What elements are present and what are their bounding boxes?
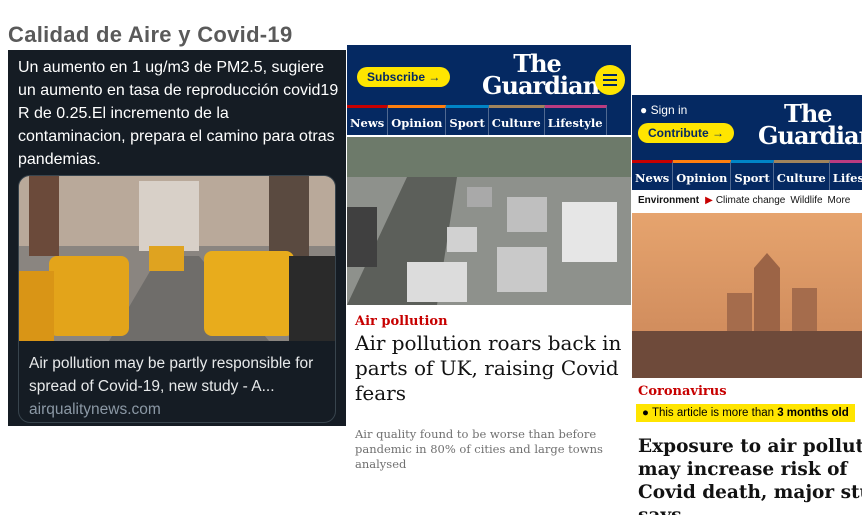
sub-nav-item[interactable]: Climate change xyxy=(716,195,785,206)
card-title: Air pollution may be partly responsible … xyxy=(29,352,325,398)
link-card[interactable]: Air pollution may be partly responsible … xyxy=(18,175,336,423)
subscribe-button[interactable]: Subscribe → xyxy=(357,67,450,87)
headline[interactable]: Air pollution roars back in parts of UK,… xyxy=(355,331,627,406)
nav-item[interactable]: News xyxy=(632,160,673,190)
kicker: Air pollution xyxy=(355,314,448,329)
sub-nav-item[interactable]: More xyxy=(828,195,851,206)
logo-bottom: Guardian xyxy=(758,125,862,147)
menu-button[interactable] xyxy=(595,65,625,95)
article-image xyxy=(347,137,631,305)
sub-nav: Environment ▶Climate change Wildlife More xyxy=(638,195,855,206)
collage: Calidad de Aire y Covid-19 Un aumento en… xyxy=(0,0,862,519)
sub-nav-item[interactable]: Environment xyxy=(638,195,699,206)
arrow: ▶ xyxy=(705,195,713,206)
nav-item[interactable]: Lifestyle xyxy=(830,160,862,190)
nav-item[interactable]: Culture xyxy=(774,160,830,190)
standfirst: Air quality found to be worse than befor… xyxy=(355,427,605,472)
tweet: Un aumento en 1 ug/m3 de PM2.5, sugiere … xyxy=(8,50,346,426)
guardian-header: Subscribe → The Guardian xyxy=(347,45,631,105)
contribute-label: Contribute xyxy=(648,126,709,140)
nav-item[interactable]: Sport xyxy=(446,105,488,135)
guardian-logo: The Guardian xyxy=(482,53,592,97)
age-notice: ● This article is more than 3 months old xyxy=(636,404,855,422)
card-image xyxy=(19,176,335,341)
article-image xyxy=(632,213,862,378)
guardian-logo: The Guardian xyxy=(758,103,862,147)
card-domain: airqualitynews.com xyxy=(29,401,161,419)
contribute-button[interactable]: Contribute → xyxy=(638,123,734,143)
tweet-text: Un aumento en 1 ug/m3 de PM2.5, sugiere … xyxy=(18,56,340,171)
subscribe-label: Subscribe xyxy=(367,70,425,84)
kicker: Coronavirus xyxy=(638,384,727,399)
nav-item[interactable]: Opinion xyxy=(388,105,446,135)
nav-item[interactable]: Sport xyxy=(731,160,773,190)
guardian-header: ● Sign in Contribute → The Guardian xyxy=(632,95,862,160)
sign-in[interactable]: ● Sign in xyxy=(640,103,687,117)
sign-in-label: Sign in xyxy=(651,103,688,117)
nav-item[interactable]: Culture xyxy=(489,105,545,135)
nav-item[interactable]: News xyxy=(347,105,388,135)
notice-text: This article is more than xyxy=(652,407,774,419)
logo-bottom: Guardian xyxy=(482,75,592,97)
collage-title: Calidad de Aire y Covid-19 xyxy=(8,22,293,48)
guardian-article-2: ● Sign in Contribute → The Guardian News… xyxy=(632,95,862,515)
nav-item[interactable]: Opinion xyxy=(673,160,731,190)
nav-item[interactable]: Lifestyle xyxy=(545,105,607,135)
sub-nav-item[interactable]: Wildlife xyxy=(790,195,822,206)
headline[interactable]: Exposure to air pollution may increase r… xyxy=(638,435,862,515)
notice-age: 3 months old xyxy=(777,407,849,419)
